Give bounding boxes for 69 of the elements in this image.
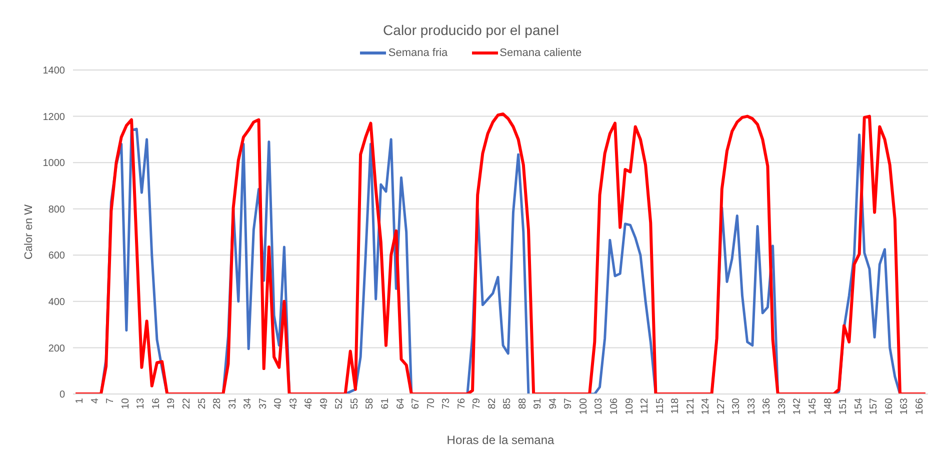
chart-title: Calor producido por el panel: [382, 21, 560, 40]
x-tick-label: 79: [472, 398, 483, 410]
x-tick-label: 106: [609, 398, 620, 415]
x-tick-label: 55: [349, 398, 360, 410]
y-tick-label: 200: [48, 343, 66, 354]
x-tick-label: 124: [700, 398, 712, 415]
x-tick-label: 76: [456, 398, 468, 410]
x-tick-label: 151: [838, 398, 850, 415]
x-tick-label: 115: [654, 398, 666, 414]
y-tick-label: 400: [48, 296, 66, 308]
x-tick-label: 130: [731, 398, 742, 415]
x-tick-label: 103: [594, 398, 605, 415]
x-tick-label: 7: [105, 398, 116, 404]
x-tick-label: 31: [227, 398, 238, 410]
x-tick-label: 133: [746, 398, 758, 415]
x-tick-label: 109: [624, 398, 636, 415]
x-tick-label: 127: [716, 398, 727, 415]
legend-label: Semana caliente: [500, 47, 582, 59]
x-tick-label: 61: [380, 398, 391, 410]
x-tick-label: 34: [242, 398, 254, 410]
y-tick-label: 1400: [42, 66, 66, 77]
y-tick-label: 600: [48, 250, 66, 262]
x-tick-label: 88: [517, 398, 528, 410]
x-tick-label: 121: [685, 398, 696, 415]
x-tick-label: 49: [318, 398, 330, 410]
x-tick-label: 166: [914, 398, 926, 415]
x-tick-label: 67: [410, 398, 422, 410]
x-tick-label: 136: [762, 398, 773, 415]
x-tick-label: 73: [441, 398, 452, 410]
x-tick-label: 40: [273, 398, 284, 410]
x-tick-label: 154: [853, 398, 864, 415]
x-tick-label: 139: [776, 398, 788, 415]
x-tick-label: 16: [150, 398, 162, 410]
x-axis-title: Horas de la semana: [446, 433, 555, 447]
y-axis-title: Calor en W: [22, 204, 35, 260]
x-tick-label: 43: [288, 398, 300, 410]
x-tick-label: 28: [212, 398, 224, 410]
x-tick-label: 19: [166, 398, 178, 410]
x-tick-label: 160: [884, 398, 895, 415]
x-tick-label: 91: [532, 398, 544, 410]
x-tick-label: 163: [899, 398, 910, 415]
x-tick-label: 94: [548, 398, 559, 410]
x-tick-label: 4: [90, 398, 101, 404]
x-tick-label: 157: [868, 398, 880, 415]
x-tick-label: 85: [502, 398, 514, 410]
x-tick-label: 97: [563, 398, 574, 410]
legend-label: Semana fria: [388, 47, 448, 59]
x-tick-label: 10: [120, 398, 132, 410]
y-tick-label: 1200: [42, 112, 66, 123]
x-tick-label: 13: [136, 398, 147, 410]
x-tick-label: 118: [670, 398, 682, 414]
x-tick-label: 58: [364, 398, 376, 410]
x-tick-label: 22: [182, 398, 193, 410]
x-tick-label: 37: [258, 398, 269, 410]
x-tick-label: 145: [808, 398, 818, 415]
x-tick-label: 1: [74, 398, 86, 404]
x-tick-label: 52: [334, 398, 346, 410]
y-tick-label: 800: [48, 204, 66, 216]
y-tick-label: 1000: [42, 158, 66, 170]
x-tick-label: 46: [304, 398, 315, 410]
y-tick-label: 0: [59, 390, 66, 401]
x-tick-label: 82: [486, 398, 498, 410]
x-tick-label: 148: [822, 398, 834, 415]
x-tick-label: 112: [640, 398, 651, 414]
x-tick-label: 142: [792, 398, 804, 415]
x-tick-label: 25: [196, 398, 208, 410]
x-tick-label: 70: [426, 398, 437, 410]
x-tick-label: 64: [395, 398, 406, 410]
x-tick-label: 100: [578, 398, 590, 415]
